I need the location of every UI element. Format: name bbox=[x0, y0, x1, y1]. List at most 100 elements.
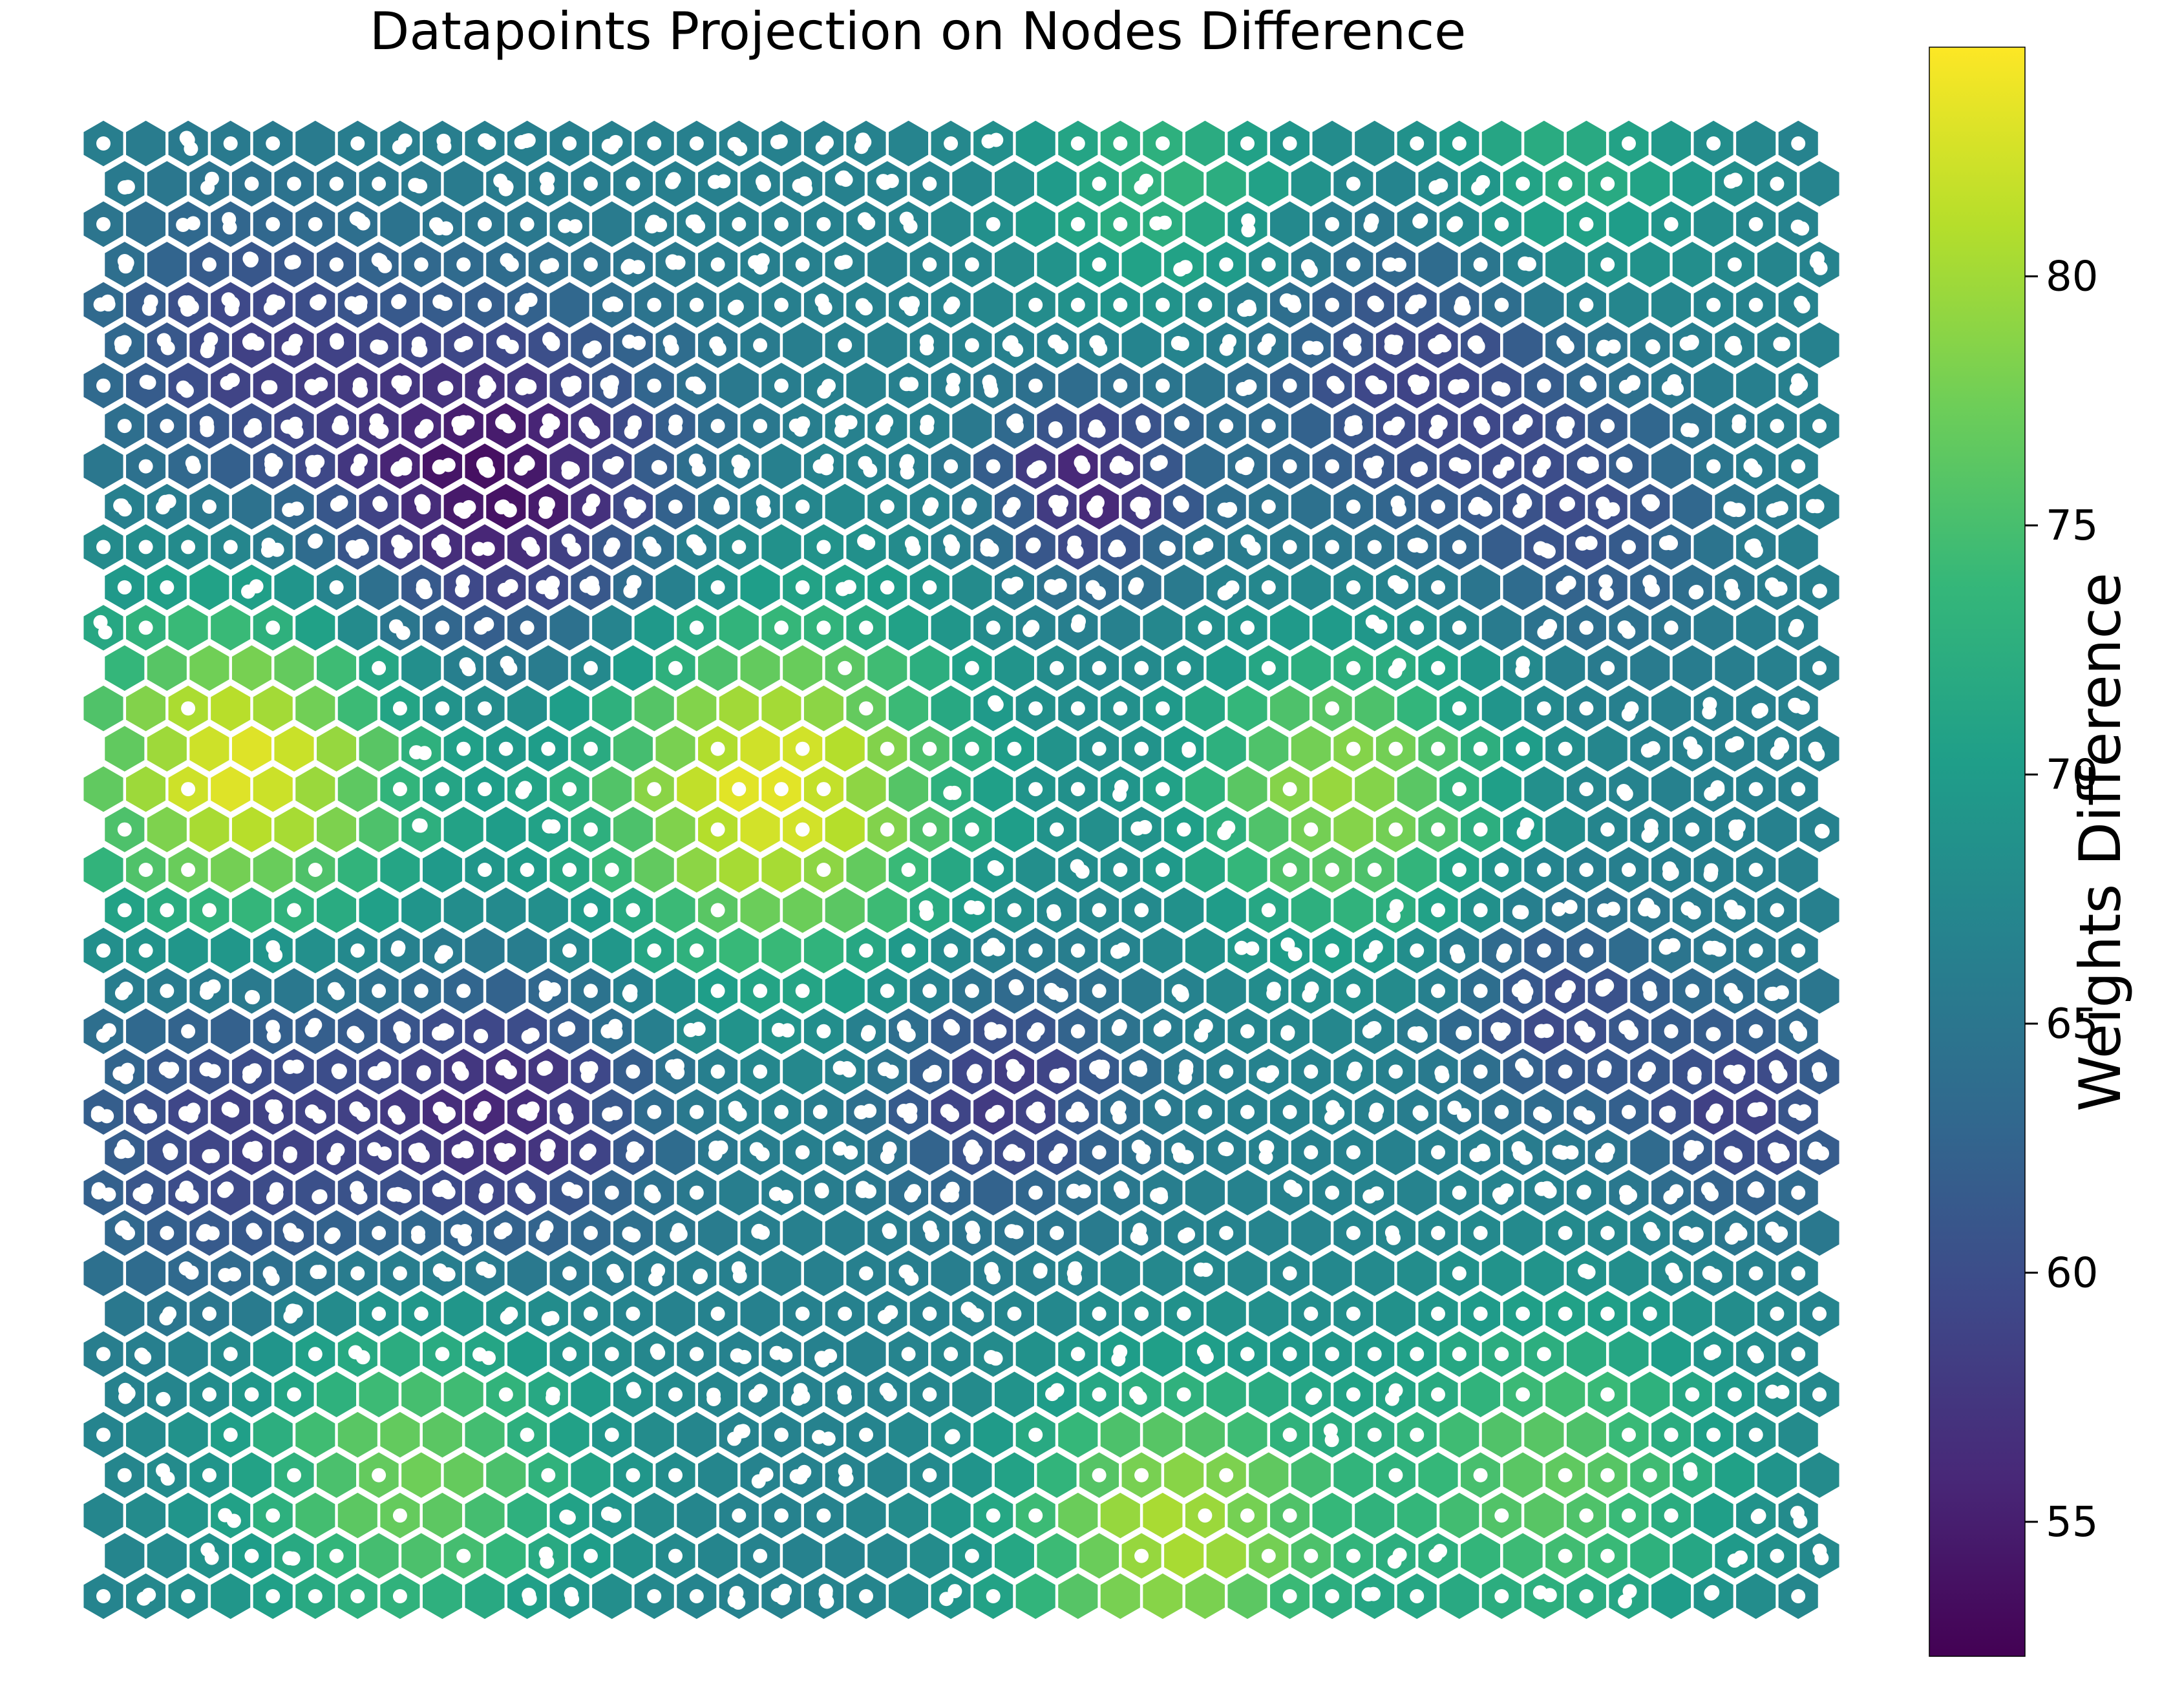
datapoint bbox=[1112, 1101, 1127, 1115]
datapoint bbox=[984, 542, 999, 557]
datapoint bbox=[918, 900, 933, 915]
datapoint bbox=[540, 259, 555, 274]
hex-cell bbox=[1267, 198, 1312, 250]
datapoint bbox=[202, 1387, 217, 1402]
datapoint bbox=[839, 1471, 854, 1486]
hex-cell bbox=[1034, 158, 1079, 209]
datapoint bbox=[1622, 540, 1636, 554]
datapoint bbox=[456, 984, 471, 998]
datapoint bbox=[114, 1144, 129, 1159]
hex-cell bbox=[1183, 1570, 1227, 1622]
datapoint bbox=[1192, 540, 1207, 555]
hex-cell bbox=[653, 885, 698, 936]
datapoint bbox=[753, 1548, 768, 1563]
datapoint bbox=[1679, 336, 1694, 351]
datapoint bbox=[1473, 822, 1488, 837]
datapoint bbox=[964, 822, 979, 837]
hex-cell bbox=[1437, 1490, 1481, 1541]
hex-cell bbox=[1140, 925, 1185, 976]
datapoint bbox=[964, 338, 979, 353]
datapoint bbox=[545, 1311, 560, 1325]
datapoint bbox=[100, 1109, 114, 1124]
datapoint bbox=[308, 1018, 323, 1033]
datapoint bbox=[668, 421, 683, 436]
hex-cell bbox=[1013, 1570, 1058, 1622]
hex-cell bbox=[1395, 844, 1439, 896]
datapoint bbox=[98, 625, 112, 640]
datapoint bbox=[117, 580, 132, 595]
datapoint bbox=[369, 413, 384, 428]
datapoint bbox=[1410, 1589, 1425, 1603]
datapoint bbox=[1476, 174, 1490, 189]
datapoint bbox=[432, 460, 447, 475]
hex-cell bbox=[547, 682, 592, 734]
datapoint bbox=[287, 176, 301, 191]
datapoint bbox=[1452, 136, 1467, 151]
hex-cell bbox=[123, 1490, 168, 1541]
datapoint bbox=[798, 182, 813, 196]
datapoint bbox=[562, 1347, 577, 1362]
datapoint bbox=[312, 294, 327, 309]
hex-cell bbox=[145, 723, 189, 774]
datapoint bbox=[244, 333, 259, 348]
datapoint bbox=[1346, 1145, 1361, 1160]
datapoint bbox=[1240, 136, 1255, 151]
datapoint bbox=[753, 419, 768, 434]
datapoint bbox=[1772, 1069, 1786, 1084]
datapoint bbox=[670, 1065, 685, 1080]
datapoint bbox=[1724, 1230, 1739, 1245]
datapoint bbox=[329, 176, 344, 191]
datapoint bbox=[263, 300, 278, 315]
hex-cell bbox=[1521, 198, 1566, 250]
datapoint bbox=[1388, 341, 1403, 355]
datapoint bbox=[1050, 1226, 1064, 1240]
datapoint bbox=[1240, 1024, 1255, 1039]
hex-cell bbox=[441, 1288, 486, 1340]
datapoint bbox=[1687, 1070, 1702, 1085]
datapoint bbox=[268, 948, 283, 963]
datapoint bbox=[1282, 1508, 1297, 1523]
datapoint bbox=[244, 1548, 259, 1563]
datapoint bbox=[689, 1347, 704, 1362]
datapoint bbox=[1470, 339, 1485, 354]
datapoint bbox=[496, 335, 511, 350]
datapoint bbox=[795, 1306, 810, 1321]
datapoint bbox=[752, 1223, 767, 1238]
datapoint bbox=[199, 986, 214, 1000]
datapoint bbox=[732, 216, 747, 231]
datapoint bbox=[1473, 1306, 1488, 1321]
datapoint bbox=[1134, 1548, 1149, 1563]
datapoint bbox=[1791, 1589, 1806, 1603]
hex-cell bbox=[1501, 1450, 1545, 1501]
datapoint bbox=[519, 293, 534, 308]
datapoint bbox=[1225, 580, 1240, 595]
hex-cell bbox=[1098, 1490, 1143, 1541]
datapoint bbox=[1363, 458, 1377, 472]
hex-cell bbox=[1627, 1530, 1672, 1581]
datapoint bbox=[835, 582, 850, 596]
datapoint bbox=[1032, 460, 1047, 475]
datapoint bbox=[392, 782, 407, 797]
datapoint bbox=[1494, 1508, 1509, 1523]
datapoint bbox=[1052, 1069, 1067, 1084]
datapoint bbox=[561, 1021, 576, 1036]
datapoint bbox=[202, 903, 217, 918]
hex-cell bbox=[1479, 1409, 1524, 1460]
datapoint bbox=[840, 1061, 854, 1075]
datapoint bbox=[1600, 1387, 1615, 1402]
datapoint bbox=[1473, 984, 1488, 998]
datapoint bbox=[521, 537, 536, 552]
datapoint bbox=[1689, 1227, 1704, 1241]
datapoint bbox=[160, 419, 175, 434]
hex-cell bbox=[907, 1530, 952, 1581]
datapoint bbox=[990, 1104, 1005, 1119]
datapoint bbox=[1386, 909, 1401, 923]
datapoint bbox=[626, 1064, 641, 1079]
datapoint bbox=[1770, 176, 1785, 191]
datapoint bbox=[223, 1347, 238, 1362]
hex-cell bbox=[1183, 844, 1227, 896]
datapoint bbox=[816, 620, 831, 635]
datapoint bbox=[349, 211, 364, 226]
hex-cell bbox=[695, 642, 740, 694]
datapoint bbox=[1558, 1064, 1573, 1079]
